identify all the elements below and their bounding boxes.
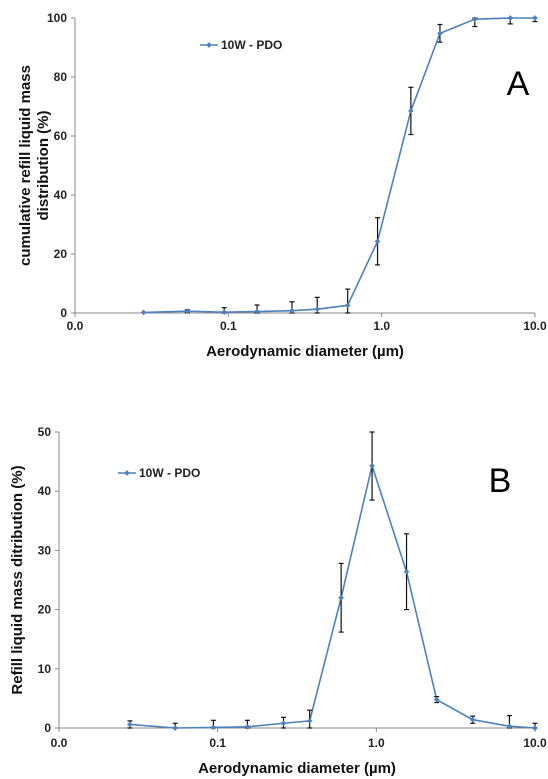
data-point xyxy=(532,725,538,731)
x-axis-title: Aerodynamic diameter (µm) xyxy=(206,343,404,360)
data-point xyxy=(532,15,538,21)
data-point xyxy=(469,716,476,723)
data-point xyxy=(184,308,191,315)
panel-label: A xyxy=(507,65,530,103)
x-tick-label: 0.1 xyxy=(220,319,237,333)
legend-marker xyxy=(124,470,130,476)
y-tick-label: 30 xyxy=(38,543,52,557)
data-point xyxy=(314,306,321,312)
panel-label: B xyxy=(489,462,512,500)
y-tick-label: 0 xyxy=(44,721,51,735)
y-tick-label: 10 xyxy=(38,662,52,676)
y-tick-label: 100 xyxy=(47,11,67,25)
x-tick-label: 10.0 xyxy=(523,736,547,750)
x-tick-label: 0.1 xyxy=(209,736,226,750)
legend-label: 10W - PDO xyxy=(139,466,200,480)
y-tick-label: 50 xyxy=(38,425,52,439)
data-point xyxy=(433,696,440,703)
y-tick-label: 40 xyxy=(54,188,68,202)
data-point xyxy=(374,238,381,245)
legend-label: 10W - PDO xyxy=(221,38,282,52)
x-tick-label: 1.0 xyxy=(368,736,385,750)
data-point xyxy=(369,462,375,469)
chart-panel-b: 0 10 20 30 40 50 0.0 0.1 1.0 10.0 Aerodynamic diam… xyxy=(9,425,547,777)
data-point xyxy=(172,725,179,731)
y-tick-label: 80 xyxy=(54,70,68,84)
y-tick-label: 20 xyxy=(54,247,68,261)
y-axis-title: cumulative refill liquid massdistributio… xyxy=(17,65,52,266)
x-tick-label: 1.0 xyxy=(373,319,390,333)
data-point xyxy=(471,16,478,23)
y-tick-label: 0 xyxy=(60,306,67,320)
chart-panel-a: 0 20 40 60 80 100 0.0 0.1 1.0 10.0 Aerodynamic dia… xyxy=(17,11,547,360)
data-point xyxy=(244,723,251,730)
y-axis-title: Refill liquid mass ditribution (%) xyxy=(9,465,26,694)
x-axis-title: Aerodynamic diameter (µm) xyxy=(198,760,396,777)
data-point xyxy=(403,568,410,575)
x-tick-label: 0.0 xyxy=(51,736,68,750)
x-tick-label: 0.0 xyxy=(67,319,84,333)
y-tick-label: 40 xyxy=(38,484,52,498)
data-point xyxy=(506,723,513,730)
data-point xyxy=(338,594,344,601)
data-point xyxy=(254,308,260,315)
data-point xyxy=(408,108,414,114)
data-point xyxy=(221,309,228,315)
data-point xyxy=(140,309,147,316)
x-tick-label: 10.0 xyxy=(523,319,547,333)
data-point xyxy=(306,718,313,724)
data-point xyxy=(344,302,351,309)
data-point xyxy=(289,307,295,314)
data-point xyxy=(210,724,217,731)
y-tick-label: 60 xyxy=(54,129,68,143)
y-tick-label: 20 xyxy=(38,603,52,617)
data-point xyxy=(280,720,287,727)
